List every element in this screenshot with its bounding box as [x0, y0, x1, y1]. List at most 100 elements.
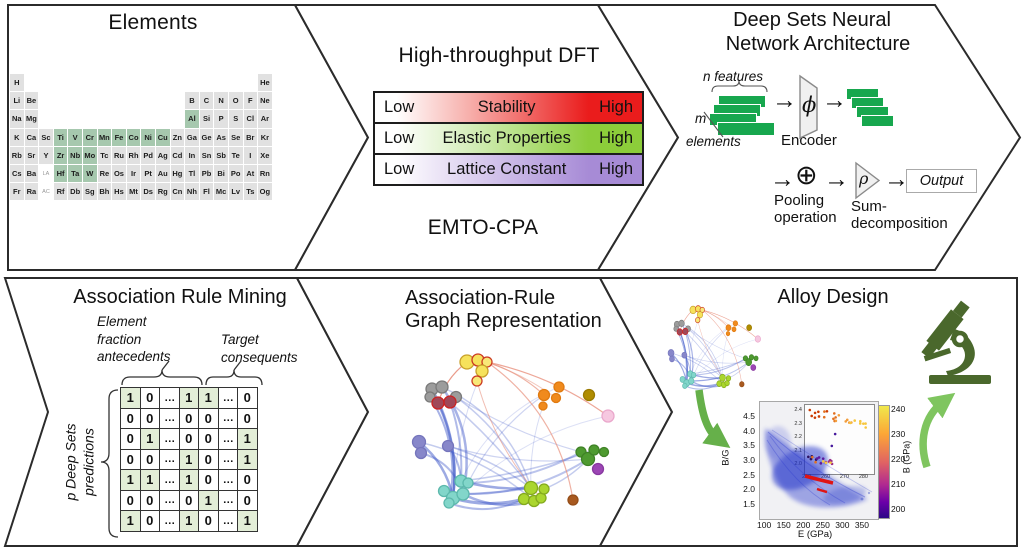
matrix-cell: 1	[178, 510, 199, 532]
element-cell-empty	[127, 92, 141, 109]
graph-node	[580, 451, 596, 467]
matrix-cell: 1	[139, 428, 160, 450]
antecedents-line-2: fraction	[97, 331, 142, 347]
element-cell-Rn: Rn	[258, 164, 272, 183]
matrix-cell: 0	[178, 428, 199, 450]
x-axis-label: E (GPa)	[797, 529, 833, 540]
tick-label: 300	[835, 520, 850, 530]
element-cell-Be: Be	[24, 92, 39, 110]
pooling-plus-icon: ⊕	[795, 160, 818, 190]
graph-node	[679, 376, 686, 383]
graph-node	[456, 487, 470, 501]
matrix-cell: 0	[237, 489, 258, 511]
tick-label: 1.5	[743, 498, 755, 509]
element-cell-empty	[112, 110, 126, 127]
element-cell-Po: Po	[228, 164, 243, 183]
n-features-label: n features	[703, 69, 764, 84]
element-cell-empty	[54, 74, 68, 91]
graph-node	[725, 324, 732, 332]
m-label: m	[695, 111, 707, 126]
element-cell-F: F	[243, 92, 258, 110]
graph-node	[682, 327, 689, 336]
element-cell-Cn: Cn	[170, 183, 185, 201]
element-cell-LA: LA	[39, 164, 53, 183]
tick-label: 350	[854, 520, 869, 530]
element-cell-Na: Na	[10, 110, 24, 128]
element-cell-As: As	[214, 128, 228, 146]
element-cell-Xe: Xe	[258, 146, 272, 164]
panel-title-arm: Association Rule Mining	[73, 286, 287, 308]
element-cell-empty	[54, 92, 68, 109]
element-cell-empty	[171, 110, 185, 127]
y-axis-ticks: 4.5 4.0 3.5 3.0 2.5 2.0 1.5	[731, 411, 755, 509]
graph-node	[601, 409, 615, 423]
encoder-label: Encoder	[781, 132, 837, 149]
graph-node	[688, 377, 695, 385]
element-cell-I: I	[243, 146, 258, 164]
matrix-cell: 1	[237, 428, 258, 450]
graph-node	[598, 446, 610, 458]
element-cell-empty	[141, 74, 155, 91]
graph-edge	[693, 357, 746, 376]
element-cell-Lv: Lv	[228, 183, 243, 201]
graph-edge	[462, 415, 609, 495]
tick-label: 210	[891, 479, 906, 489]
element-cell-Og: Og	[258, 183, 272, 201]
element-cell-Cl: Cl	[243, 110, 258, 128]
graph-node	[567, 494, 579, 506]
element-cell-N: N	[214, 92, 228, 110]
element-cell-Mo: Mo	[82, 146, 97, 164]
tick-label: 230	[891, 429, 906, 439]
dft-bar-elastic-properties: Low Elastic Properties High	[375, 124, 642, 155]
association-rule-graph-mini	[667, 305, 761, 390]
tick-label: 280	[858, 474, 868, 480]
matrix-cell: 0	[237, 387, 258, 409]
graph-node	[443, 497, 455, 509]
matrix-cell: …	[217, 448, 238, 470]
tick-label: 2.0	[743, 484, 755, 495]
graph-node	[719, 373, 726, 382]
tick-label: 250	[815, 520, 830, 530]
element-cell-Rb: Rb	[10, 146, 24, 164]
matrix-cell: 1	[139, 469, 160, 491]
dft-bar-text: Lattice Constant	[447, 160, 567, 178]
element-cell-He: He	[258, 74, 272, 92]
graph-node	[678, 319, 685, 327]
element-cell-Ag: Ag	[155, 146, 170, 164]
element-cell-empty	[141, 110, 155, 127]
panel-title-dft: High-throughput DFT	[398, 44, 600, 67]
element-cell-Hf: Hf	[53, 164, 68, 183]
element-cell-Ra: Ra	[24, 183, 39, 201]
dft-bar-text: High	[599, 98, 633, 116]
element-cell-Br: Br	[243, 128, 258, 146]
element-cell-H: H	[10, 74, 24, 92]
element-cell-Sg: Sg	[82, 183, 97, 201]
element-cell-Li: Li	[10, 92, 24, 110]
elements-label: elements	[686, 134, 741, 149]
dft-bar-text: Low	[384, 98, 415, 116]
side-label-line-1: p Deep Sets	[62, 423, 79, 501]
tick-label: 240	[891, 404, 906, 414]
element-cell-empty	[25, 74, 39, 91]
graph-node	[550, 392, 562, 404]
graph-node	[681, 351, 688, 359]
graph-edge	[449, 401, 532, 489]
element-cell-Zr: Zr	[53, 146, 68, 164]
tick-label: 2.4	[794, 407, 802, 413]
dft-bar-text: High	[599, 129, 633, 147]
dft-bar-text: Elastic Properties	[442, 129, 571, 147]
element-cell-empty	[127, 74, 141, 91]
graph-node	[690, 372, 697, 379]
graph-edge	[455, 396, 582, 453]
flow-arrow-to-encoded: →	[822, 86, 847, 114]
element-cell-B: B	[185, 92, 199, 110]
element-cell-Os: Os	[112, 164, 126, 183]
graph-node	[537, 388, 551, 402]
element-cell-P: P	[214, 110, 228, 128]
element-cell-empty	[229, 74, 243, 91]
element-cell-Bh: Bh	[97, 183, 112, 201]
tick-label: 150	[776, 520, 791, 530]
graph-node	[517, 492, 531, 506]
graph-node	[750, 364, 757, 371]
